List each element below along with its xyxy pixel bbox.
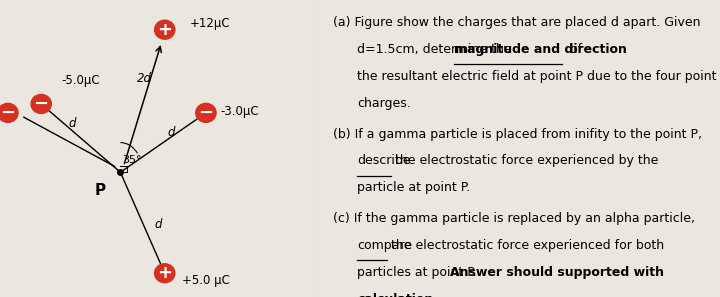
Text: compare: compare [357, 239, 412, 252]
Text: −: − [34, 95, 49, 113]
Text: d=1.5cm, determine the: d=1.5cm, determine the [357, 43, 516, 56]
Text: P: P [94, 183, 105, 198]
Text: 35°: 35° [122, 155, 141, 165]
Text: (c) If the gamma particle is replaced by an alpha particle,: (c) If the gamma particle is replaced by… [333, 212, 695, 225]
Text: 2d: 2d [137, 72, 152, 85]
Text: .: . [410, 293, 415, 297]
Text: the resultant electric field at point P due to the four point: the resultant electric field at point P … [357, 70, 716, 83]
Text: -5.0μC: -5.0μC [62, 74, 100, 87]
Text: magnitude and direction: magnitude and direction [454, 43, 627, 56]
Circle shape [155, 20, 175, 39]
Text: +12μC: +12μC [190, 17, 230, 30]
Text: d: d [68, 117, 76, 130]
Circle shape [155, 264, 175, 283]
Text: +: + [157, 21, 172, 39]
Text: Answer should supported with: Answer should supported with [450, 266, 665, 279]
Text: −: − [198, 104, 214, 122]
Text: +: + [157, 264, 172, 282]
Text: +5.0 μC: +5.0 μC [182, 274, 230, 287]
Circle shape [31, 94, 51, 113]
Text: describe: describe [357, 154, 410, 168]
Text: the electrostatic force experienced by the: the electrostatic force experienced by t… [391, 154, 658, 168]
Text: calculation: calculation [357, 293, 433, 297]
Text: (b) If a gamma particle is placed from inifity to the point P,: (b) If a gamma particle is placed from i… [333, 128, 702, 141]
Text: particle at point P.: particle at point P. [357, 181, 470, 194]
Text: −: − [0, 104, 16, 122]
Circle shape [196, 103, 216, 122]
Text: the electrostatic force experienced for both: the electrostatic force experienced for … [387, 239, 664, 252]
Text: d: d [167, 126, 175, 139]
Text: particles at point P.: particles at point P. [357, 266, 481, 279]
Text: (a) Figure show the charges that are placed d apart. Given: (a) Figure show the charges that are pla… [333, 16, 701, 29]
Text: d: d [155, 218, 162, 231]
Text: -3.0μC: -3.0μC [220, 105, 258, 118]
Circle shape [0, 103, 18, 122]
Text: charges.: charges. [357, 97, 411, 110]
Text: of: of [567, 43, 582, 56]
